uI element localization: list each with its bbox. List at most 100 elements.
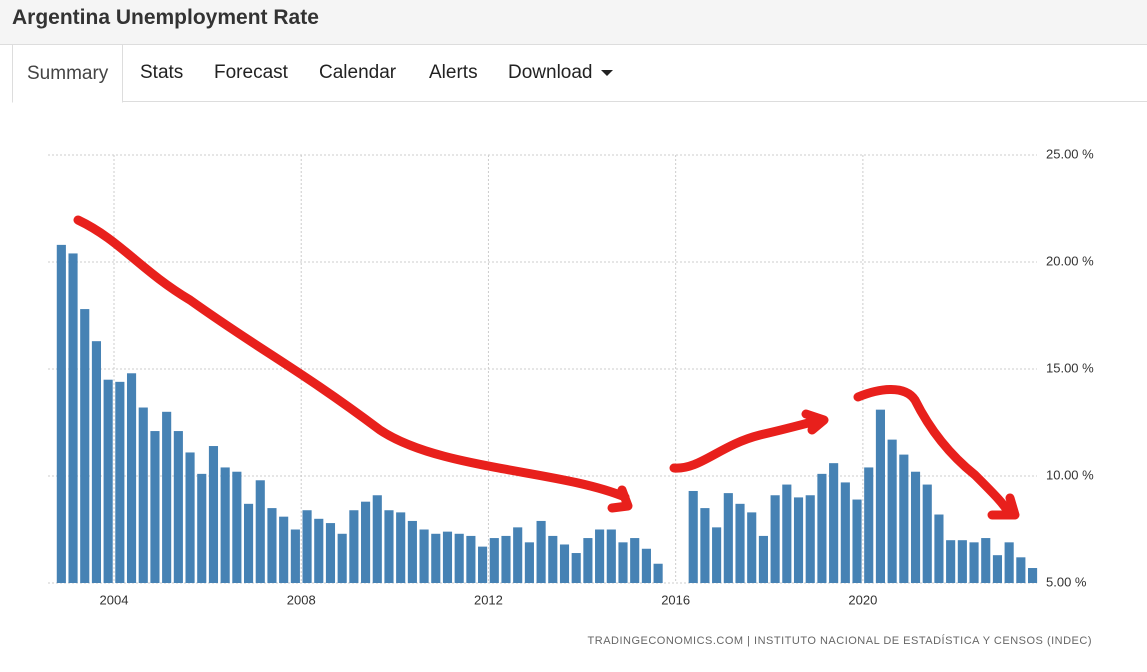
bar [536, 520, 546, 583]
bar [934, 514, 944, 583]
bar [138, 407, 148, 583]
y-tick-label: 20.00 % [1046, 253, 1094, 268]
bar [279, 516, 289, 583]
bar [1016, 557, 1026, 583]
bar [641, 548, 651, 583]
bar [946, 540, 956, 583]
bar [793, 497, 804, 583]
bar [910, 471, 921, 583]
bar [1027, 568, 1038, 583]
bar [220, 467, 230, 583]
bar [243, 503, 254, 583]
caret [600, 69, 613, 76]
bar [185, 452, 195, 583]
bar [115, 381, 125, 583]
bar [361, 501, 371, 583]
bar [875, 409, 885, 583]
bar [466, 535, 476, 583]
tab-label: Download [508, 62, 593, 83]
bar [489, 538, 499, 583]
bar [992, 555, 1003, 583]
bar [1004, 542, 1014, 583]
bar [969, 542, 979, 583]
annotation-stroke [669, 409, 829, 473]
bar [325, 523, 336, 583]
bar [173, 431, 183, 583]
tab[interactable]: Alerts [429, 62, 478, 83]
y-tick-label: 25.00 % [1046, 146, 1094, 161]
bar [957, 540, 967, 583]
tab[interactable]: Summary [12, 44, 124, 103]
x-tick-label: 2004 [100, 592, 129, 607]
bar [513, 527, 523, 583]
bar [80, 309, 90, 583]
bar [770, 495, 780, 583]
bar [700, 508, 710, 583]
bar [290, 529, 300, 583]
tab[interactable]: Forecast [214, 62, 288, 83]
bar [606, 529, 616, 583]
bar [595, 529, 605, 583]
bar [571, 553, 581, 583]
bar [981, 538, 991, 583]
bar [103, 379, 113, 583]
bar [56, 244, 66, 583]
bar [712, 527, 722, 583]
tab-bar: Summary Stats Forecast Calendar Alerts D… [12, 44, 1147, 103]
bar [805, 495, 815, 583]
bar [442, 531, 453, 583]
source: TRADINGECONOMICS.COM | INSTITUTO NACIONA… [588, 634, 1092, 647]
bar [758, 535, 768, 583]
bar [232, 471, 242, 583]
x-tick-label: 2008 [287, 592, 316, 607]
bar [126, 373, 137, 583]
bar [817, 473, 827, 583]
bar [747, 512, 757, 583]
bar [688, 490, 698, 583]
bar [419, 529, 429, 583]
x-tick-label: 2012 [474, 592, 503, 607]
bar [630, 538, 640, 583]
bar [501, 535, 511, 583]
header: Argentina Unemployment Rate [0, 0, 1147, 45]
x-tick-label: 2020 [848, 592, 877, 607]
bar [396, 512, 406, 583]
bar [887, 439, 897, 583]
bar [372, 495, 382, 583]
bar [852, 499, 862, 583]
bar [782, 484, 792, 583]
bar [337, 533, 347, 583]
bar [91, 341, 102, 583]
bar [829, 463, 839, 583]
bar [162, 411, 172, 583]
x-tick-label: 2016 [661, 592, 690, 607]
bar [197, 473, 207, 583]
bar [267, 508, 277, 583]
y-tick-label: 10.00 % [1046, 467, 1094, 482]
bar [864, 467, 874, 583]
bar [431, 533, 441, 583]
bar [384, 510, 394, 583]
bar [454, 533, 464, 583]
tab[interactable]: Calendar [319, 62, 397, 83]
bar [723, 493, 733, 583]
bar [840, 482, 850, 583]
page-title: Argentina Unemployment Rate [12, 6, 319, 29]
bar [618, 542, 628, 583]
y-tick-label: 5.00 % [1046, 574, 1087, 589]
bar [478, 546, 488, 583]
bar [559, 544, 570, 583]
bar [314, 518, 324, 583]
bar [150, 431, 160, 583]
bar [302, 510, 312, 583]
bar [922, 484, 932, 583]
tab[interactable]: Stats [140, 62, 184, 83]
bar [349, 510, 359, 583]
bar [68, 253, 78, 583]
bar [899, 454, 909, 583]
bar [653, 563, 663, 583]
y-tick-label: 15.00 % [1046, 360, 1094, 375]
tab[interactable]: Download [494, 44, 627, 101]
bar [524, 542, 534, 583]
annotation-stroke [853, 385, 1020, 520]
